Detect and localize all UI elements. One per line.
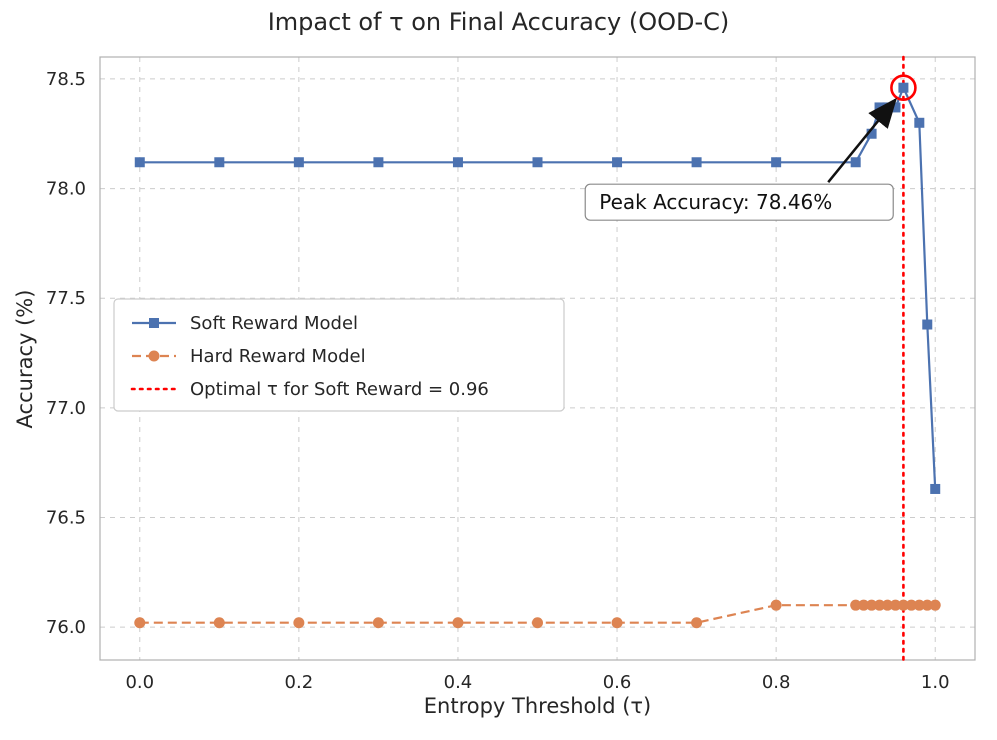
hard-reward-model-marker [882, 599, 893, 611]
soft-reward-model-marker [922, 319, 933, 330]
hard-reward-model-marker [889, 599, 901, 611]
hard-reward-model-marker [897, 599, 909, 611]
soft-reward-model-marker [373, 157, 384, 168]
x-tick-label: 0.0 [125, 672, 154, 693]
annotation-box [584, 183, 894, 221]
x-tick-label: 1.0 [921, 672, 950, 693]
hard-reward-model-marker [293, 617, 305, 629]
soft-reward-model-marker [452, 157, 463, 168]
hard-reward-model-marker [858, 599, 870, 611]
hard-reward-model-marker [929, 599, 941, 611]
legend-box [113, 298, 565, 412]
legend-label-hard-reward-model: Hard Reward Model [190, 346, 366, 367]
x-tick-label: 0.4 [444, 672, 473, 693]
hard-reward-model-marker [611, 617, 623, 629]
hard-reward-model-marker [213, 617, 225, 629]
soft-reward-model-marker [134, 157, 145, 168]
soft-reward-model-marker [850, 157, 861, 168]
y-tick-label: 77.5 [46, 288, 86, 309]
hard-reward-model-marker [452, 617, 464, 629]
hard-reward-model-marker [905, 599, 917, 611]
x-tick-label: 0.2 [285, 672, 314, 693]
soft-reward-model-marker [612, 157, 623, 168]
soft-reward-model-marker [866, 128, 877, 139]
soft-reward-model-marker [771, 157, 782, 168]
chart-title: Impact of τ on Final Accuracy (OOD-C) [267, 8, 730, 36]
legend-label-optimal-for-soft-reward-0-96: Optimal τ for Soft Reward = 0.96 [190, 379, 489, 400]
soft-reward-model-line [139, 84, 937, 490]
peak-highlight-circle [890, 74, 917, 101]
soft-reward-model-marker [691, 157, 702, 168]
soft-reward-model-marker [532, 157, 543, 168]
hard-reward-model-marker [913, 599, 925, 611]
legend-marker-hard-reward-model [148, 350, 160, 362]
soft-reward-model-marker [214, 157, 225, 168]
y-tick-label: 76.0 [46, 617, 86, 638]
soft-reward-model-marker [898, 82, 909, 93]
hard-reward-model-marker [874, 599, 886, 611]
y-axis-label: Accuracy (%) [13, 289, 37, 429]
hard-reward-model-marker [134, 617, 146, 629]
hard-reward-model-marker [372, 617, 384, 629]
x-tick-label: 0.6 [603, 672, 632, 693]
y-tick-label: 78.5 [46, 69, 86, 90]
hard-reward-model-marker [532, 617, 543, 629]
y-tick-label: 76.5 [46, 507, 86, 528]
soft-reward-model-marker [930, 483, 941, 494]
legend-marker-soft-reward-model [149, 318, 159, 328]
annotation-text: Peak Accuracy: 78.46% [599, 190, 832, 214]
hard-reward-model-marker [770, 599, 782, 611]
hard-reward-model-marker [866, 599, 878, 611]
plot-border [99, 56, 976, 661]
annotation-arrow [827, 97, 897, 183]
soft-reward-model-marker [293, 157, 304, 168]
y-tick-label: 78.0 [46, 179, 86, 200]
y-tick-label: 77.0 [46, 398, 86, 419]
x-tick-label: 0.8 [762, 672, 791, 693]
legend-label-soft-reward-model: Soft Reward Model [190, 313, 358, 334]
hard-reward-model-marker [691, 617, 703, 629]
x-axis-label: Entropy Threshold (τ) [423, 694, 652, 718]
hard-reward-model-marker [850, 599, 862, 611]
soft-reward-model-marker [914, 117, 925, 128]
hard-reward-model-marker [921, 599, 933, 611]
